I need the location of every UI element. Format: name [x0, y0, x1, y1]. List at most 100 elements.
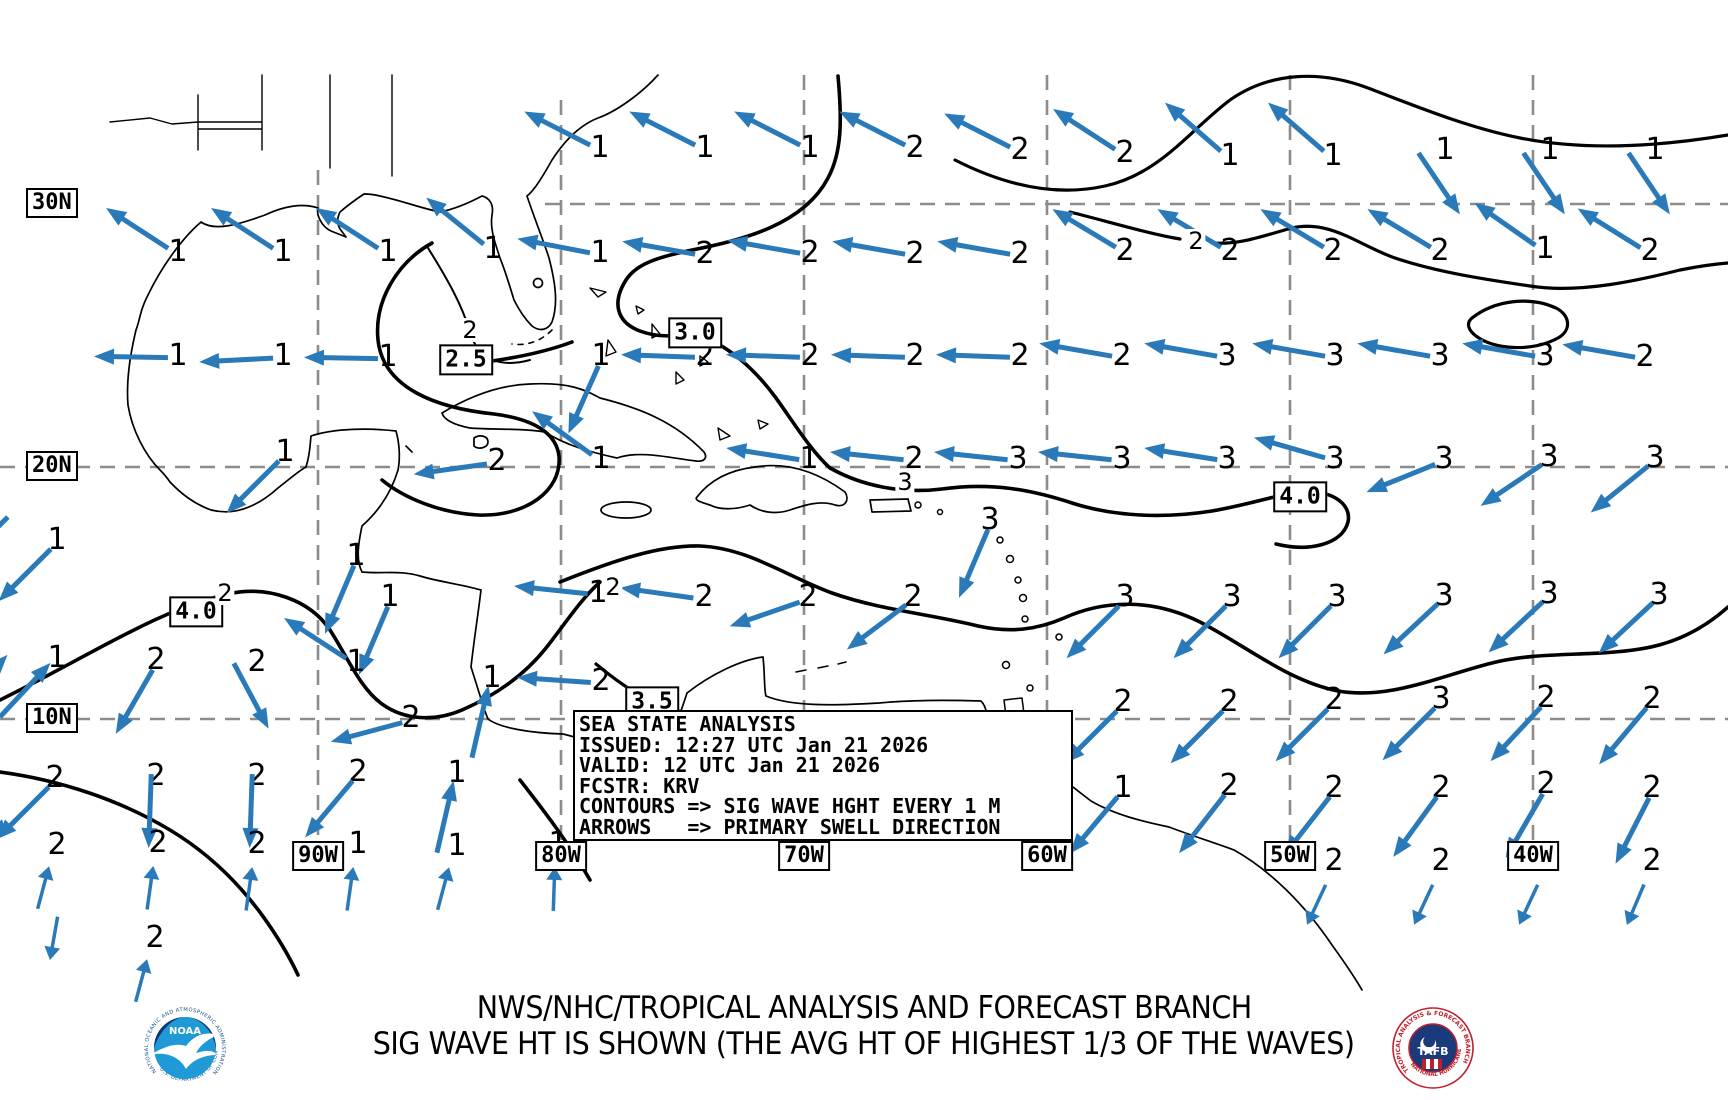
info-box-line-0: SEA STATE ANALYSIS — [579, 712, 796, 736]
swell-arrow — [1472, 451, 1550, 515]
coastlines — [109, 74, 1363, 991]
wave-height-value: 3 — [1535, 338, 1555, 373]
swell-arrow — [1265, 696, 1337, 768]
lon-label-60W: 60W — [1021, 841, 1073, 872]
swell-arrow — [1037, 437, 1115, 471]
wave-height-value: 3 — [1222, 579, 1242, 614]
wave-height-value: 3 — [1327, 579, 1347, 614]
wave-height-value: 2 — [1112, 338, 1132, 373]
footer-title-text1: NWS/NHC/TROPICAL ANALYSIS AND FORECAST B… — [476, 990, 1252, 1026]
swell-arrow — [1160, 698, 1232, 770]
wave-height-value: 1 — [378, 339, 398, 374]
wave-height-value: 2 — [1536, 766, 1556, 801]
wave-height-value: 1 — [1323, 138, 1343, 173]
swell-arrow — [1142, 433, 1221, 471]
swell-arrow — [1056, 593, 1128, 665]
contour-florida-3_0 — [616, 74, 843, 470]
puerto-rico — [869, 498, 912, 513]
analysis-info-box: SEA STATE ANALYSIS ISSUED: 12:27 UTC Jan … — [573, 710, 1073, 841]
wave-height-value: 2 — [1220, 233, 1240, 268]
state-borders — [109, 74, 393, 177]
wave-height-value: 2 — [694, 579, 714, 614]
swell-arrow — [0, 647, 18, 720]
wave-height-value: 2 — [247, 826, 267, 861]
swell-arrow — [1372, 695, 1444, 767]
wave-height-value: 2 — [146, 642, 166, 677]
lake-okeechobee — [532, 277, 544, 289]
wave-height-value: 2 — [1642, 843, 1662, 878]
swell-arrow — [1510, 145, 1574, 223]
lon-label-40W: 40W — [1507, 841, 1559, 872]
swell-arrow — [427, 865, 464, 916]
contour-inline-label: 2 — [1186, 227, 1206, 255]
wave-height-value: 1 — [447, 755, 467, 790]
footer-title-line2: SIG WAVE HT IS SHOWN (THE AVG HT OF HIGH… — [0, 1026, 1728, 1062]
noaa-text: NOAA — [169, 1026, 201, 1037]
swell-arrow — [1615, 145, 1679, 223]
swell-arrow — [1613, 877, 1655, 930]
wave-height-value: 3 — [1115, 579, 1135, 614]
swell-arrow — [543, 866, 571, 914]
coastline-mainland — [126, 74, 1363, 991]
lon-label-80W: 80W — [535, 841, 587, 872]
contour-label-box-4.0: 4.0 — [1273, 481, 1327, 513]
wave-height-value: 2 — [348, 754, 368, 789]
contour-bottomleft — [0, 770, 300, 977]
swell-arrow — [1405, 145, 1469, 223]
contour-label-box-4.0: 4.0 — [169, 596, 223, 628]
wave-height-value: 1 — [695, 130, 715, 165]
info-box-line-4: CONTOURS => SIG WAVE HGHT EVERY 1 M — [579, 794, 1001, 818]
wave-height-value: 2 — [1219, 684, 1239, 719]
swell-arrow — [525, 399, 602, 465]
contour-inline-label: 2 — [603, 573, 623, 601]
swell-arrow — [619, 572, 698, 608]
florida-keys — [511, 329, 553, 346]
tafb-stripes — [1422, 1059, 1442, 1069]
wave-height-value: 2 — [903, 579, 923, 614]
swell-arrow — [35, 912, 69, 962]
wave-height-value: 1 — [590, 130, 610, 165]
wave-height-value: 2 — [905, 236, 925, 271]
swell-arrow — [1602, 789, 1660, 869]
swell-arrow — [1588, 697, 1657, 772]
swell-arrow — [620, 227, 699, 266]
swell-arrow — [1142, 329, 1221, 368]
swell-arrow — [125, 957, 162, 1008]
swell-arrow — [100, 195, 178, 258]
jamaica — [600, 501, 652, 519]
wave-height-value: 1 — [591, 441, 611, 476]
contour-west-4_0 — [0, 580, 602, 720]
wave-height-value: 2 — [1323, 233, 1343, 268]
latlon-gridlines — [0, 75, 1728, 852]
wave-height-value: 1 — [273, 234, 293, 269]
coastline-hispaniola — [695, 464, 848, 514]
wave-height-value: 2 — [1642, 770, 1662, 805]
swell-arrow — [1037, 329, 1116, 368]
wave-height-value: 2 — [1115, 233, 1135, 268]
swell-arrow — [0, 504, 18, 576]
wave-height-value: 2 — [1431, 770, 1451, 805]
contour-label-box-2.5: 2.5 — [439, 344, 493, 376]
contour-topright-upper — [953, 74, 1728, 192]
wave-height-value: 1 — [1540, 132, 1560, 167]
contour-caribbean-east — [828, 466, 1351, 549]
swell-arrow — [0, 774, 59, 846]
swell-arrow — [1261, 91, 1335, 160]
isla-juventud — [473, 435, 489, 449]
cozumel — [405, 445, 413, 453]
swell-arrow — [1254, 197, 1333, 258]
tafb-hurricane-icon — [1420, 1037, 1437, 1053]
swell-arrow — [103, 660, 164, 739]
swell-arrow — [412, 449, 491, 485]
lat-label-30N: 30N — [26, 188, 78, 219]
swell-arrow — [516, 662, 594, 693]
contour-inline-label: 2 — [460, 316, 480, 344]
wave-height-value: 2 — [800, 338, 820, 373]
swell-arrow — [1572, 195, 1650, 257]
swell-arrow — [1582, 453, 1657, 521]
wave-height-value: 3 — [1325, 338, 1345, 373]
wave-height-value: 2 — [1640, 233, 1660, 268]
swell-arrow — [945, 522, 999, 602]
wave-height-value: 2 — [1536, 680, 1556, 715]
